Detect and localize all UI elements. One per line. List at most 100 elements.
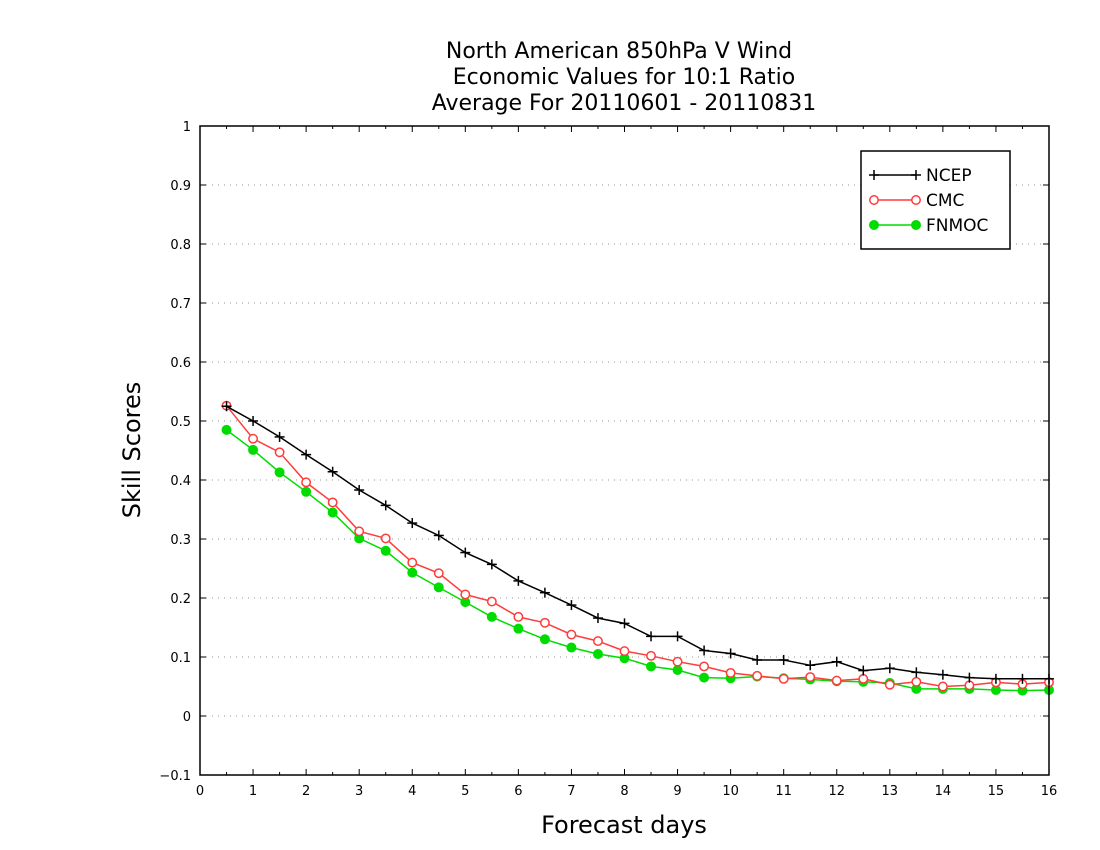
data-point-fnmoc: [646, 661, 657, 672]
data-point-ncep: [858, 665, 869, 676]
x-axis-label: Forecast days: [541, 811, 707, 839]
legend-marker: [869, 220, 879, 230]
y-tick-label: 0.2: [170, 592, 191, 607]
data-point-fnmoc: [486, 611, 497, 622]
series-fnmoc: [221, 424, 1054, 696]
data-point-ncep: [513, 575, 524, 586]
x-tick-label: 3: [355, 784, 363, 799]
series-cmc: [221, 400, 1054, 692]
x-tick-label: 2: [302, 784, 310, 799]
data-point-fnmoc: [566, 642, 577, 653]
x-tick-label: 14: [935, 784, 952, 799]
data-point-ncep: [752, 654, 763, 665]
data-point-ncep: [911, 667, 922, 678]
data-point-cmc: [407, 557, 418, 568]
data-point-cmc: [354, 526, 365, 537]
x-tick-label: 4: [408, 784, 416, 799]
data-point-ncep: [884, 663, 895, 674]
data-point-cmc: [593, 636, 603, 647]
data-point-ncep: [990, 673, 1001, 684]
x-tick-label: 16: [1041, 784, 1058, 799]
data-point-ncep: [805, 660, 816, 671]
data-point-cmc: [460, 589, 471, 600]
legend-marker: [911, 170, 921, 180]
data-point-ncep: [221, 401, 232, 412]
legend-label: NCEP: [926, 166, 972, 186]
data-point-fnmoc: [433, 582, 444, 593]
data-point-fnmoc: [380, 545, 391, 556]
plot-frame: [199, 125, 1050, 776]
data-point-ncep: [486, 559, 497, 570]
series-layer: [221, 400, 1054, 696]
x-tick-label: 10: [722, 784, 739, 799]
data-point-cmc: [725, 667, 736, 678]
data-point-fnmoc: [301, 486, 312, 497]
data-point-cmc: [937, 681, 948, 692]
data-point-ncep: [778, 654, 789, 665]
y-tick-label: 0.5: [170, 415, 191, 430]
data-point-cmc: [858, 673, 869, 684]
legend-marker: [911, 220, 921, 230]
x-tick-label: 9: [673, 784, 681, 799]
data-point-ncep: [460, 547, 471, 558]
data-point-cmc: [486, 596, 497, 607]
legend-label: CMC: [926, 191, 964, 211]
y-tick-label: 1: [183, 120, 191, 135]
x-tick-label: 0: [196, 784, 204, 799]
y-tick-label: 0.1: [170, 651, 191, 666]
data-point-fnmoc: [699, 672, 710, 683]
legend-entry-ncep: NCEP: [869, 166, 972, 186]
x-tick-label: 13: [882, 784, 899, 799]
y-tick-label: 0.6: [170, 356, 191, 371]
y-tick-label: −0.1: [159, 769, 191, 784]
data-point-ncep: [619, 618, 630, 629]
y-tick-label: 0.7: [170, 297, 191, 312]
legend: NCEP CMC FNMOC: [860, 150, 1011, 250]
data-point-cmc: [805, 672, 816, 683]
y-tick-label: 0.3: [170, 533, 191, 548]
x-tick-label: 7: [567, 784, 575, 799]
series-line-fnmoc: [226, 429, 1050, 692]
x-tick-label: 15: [988, 784, 1005, 799]
legend-label: FNMOC: [926, 216, 988, 236]
x-tick-label: 8: [620, 784, 628, 799]
data-point-fnmoc: [274, 467, 285, 478]
data-point-ncep: [672, 631, 683, 642]
title-line-3: Average For 20110601 - 20110831: [432, 91, 817, 116]
data-point-ncep: [433, 530, 444, 541]
data-point-ncep: [407, 518, 418, 529]
data-point-ncep: [699, 645, 710, 656]
series-line-cmc: [225, 405, 1050, 688]
data-point-cmc: [301, 477, 312, 488]
data-point-ncep: [1017, 673, 1028, 684]
chart-title: North American 850hPa V Wind Economic Va…: [432, 39, 817, 116]
data-point-fnmoc: [248, 444, 259, 455]
data-point-cmc: [274, 447, 285, 458]
series-line-ncep: [226, 405, 1049, 680]
data-point-cmc: [566, 629, 577, 640]
legend-entry-cmc: CMC: [869, 191, 964, 211]
x-tick-label: 1: [249, 784, 257, 799]
y-tick-label: 0.4: [170, 474, 191, 489]
data-point-cmc: [752, 670, 763, 681]
data-point-fnmoc: [221, 424, 232, 435]
data-point-cmc: [646, 650, 656, 661]
data-point-ncep: [301, 449, 312, 460]
x-tick-label: 5: [461, 784, 469, 799]
data-point-cmc: [884, 679, 895, 690]
data-point-ncep: [566, 600, 577, 611]
legend-marker: [869, 195, 879, 205]
legend-marker: [911, 195, 921, 205]
data-point-cmc: [831, 675, 842, 686]
data-point-ncep: [380, 500, 391, 511]
title-line-1: North American 850hPa V Wind: [446, 39, 792, 64]
data-point-fnmoc: [513, 623, 524, 634]
y-axis-label: Skill Scores: [118, 382, 146, 519]
data-point-ncep: [274, 431, 285, 442]
title-line-2: Economic Values for 10:1 Ratio: [453, 65, 795, 90]
data-point-ncep: [354, 485, 365, 496]
data-point-fnmoc: [592, 649, 603, 660]
data-point-ncep: [248, 416, 259, 426]
data-point-cmc: [433, 568, 444, 579]
